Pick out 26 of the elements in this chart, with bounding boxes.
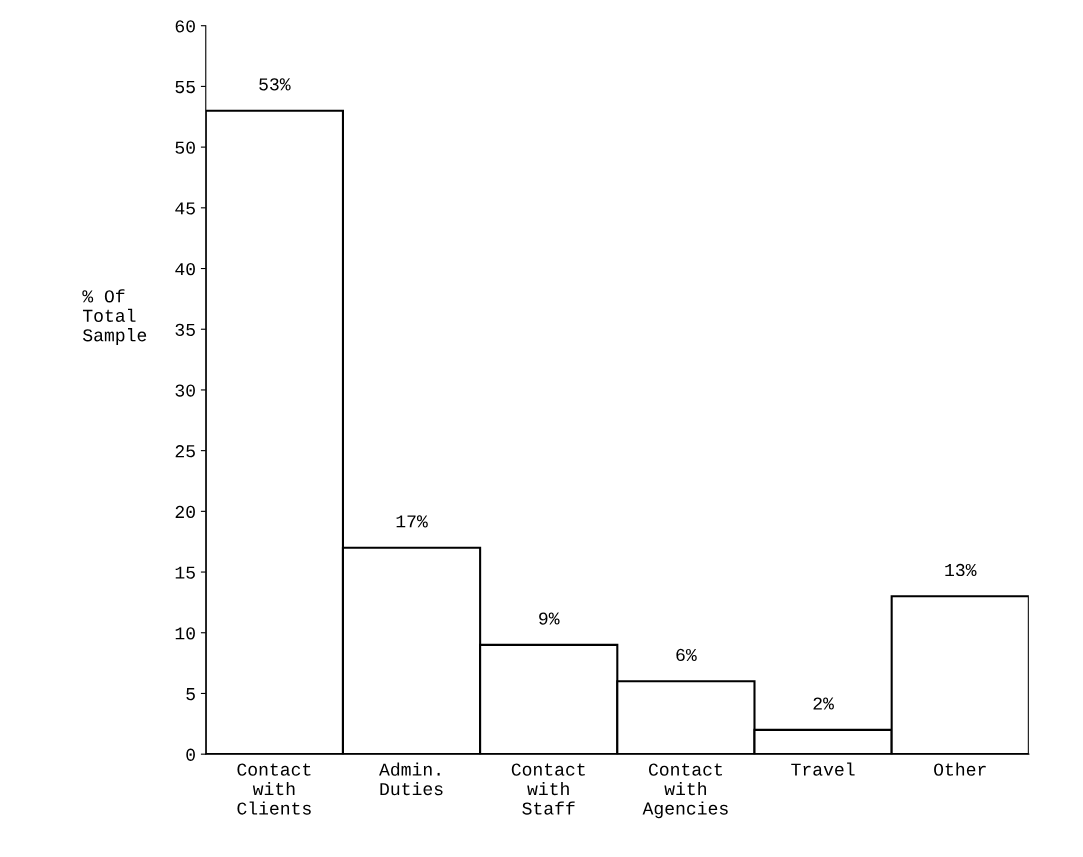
y-tick-label: 10	[175, 627, 195, 640]
data-label: 13%	[945, 563, 977, 577]
y-tick-label: 25	[175, 445, 195, 458]
y-tick-label: 60	[175, 20, 195, 33]
x-tick-label: Travel	[791, 762, 855, 776]
data-label: 6%	[676, 648, 697, 662]
data-label: 17%	[396, 515, 428, 528]
y-tick-label: 50	[175, 141, 195, 154]
x-tick-label: Contact with Agencies	[642, 763, 728, 819]
y-tick-label: 30	[175, 384, 195, 397]
y-tick-label: 40	[175, 262, 195, 276]
y-tick-label: 5	[186, 688, 195, 701]
x-tick-label: Other	[934, 762, 986, 776]
x-tick-label: Contact with Staff	[511, 763, 585, 815]
x-tick-label: Contact with Clients	[237, 763, 311, 815]
y-tick-label: 45	[175, 202, 195, 215]
y-tick-label: 35	[175, 323, 195, 336]
y-tick-label: 20	[175, 505, 195, 519]
data-label: 2%	[813, 697, 834, 710]
x-tick-label: Admin. Duties	[379, 762, 443, 796]
y-tick-label: 0	[186, 748, 195, 761]
y-axis-title: % Of Total Sample	[82, 289, 147, 345]
y-tick-label: 15	[175, 566, 195, 579]
data-label: 53%	[259, 78, 291, 91]
y-tick-label: 55	[175, 81, 195, 94]
data-label: 9%	[539, 612, 560, 625]
